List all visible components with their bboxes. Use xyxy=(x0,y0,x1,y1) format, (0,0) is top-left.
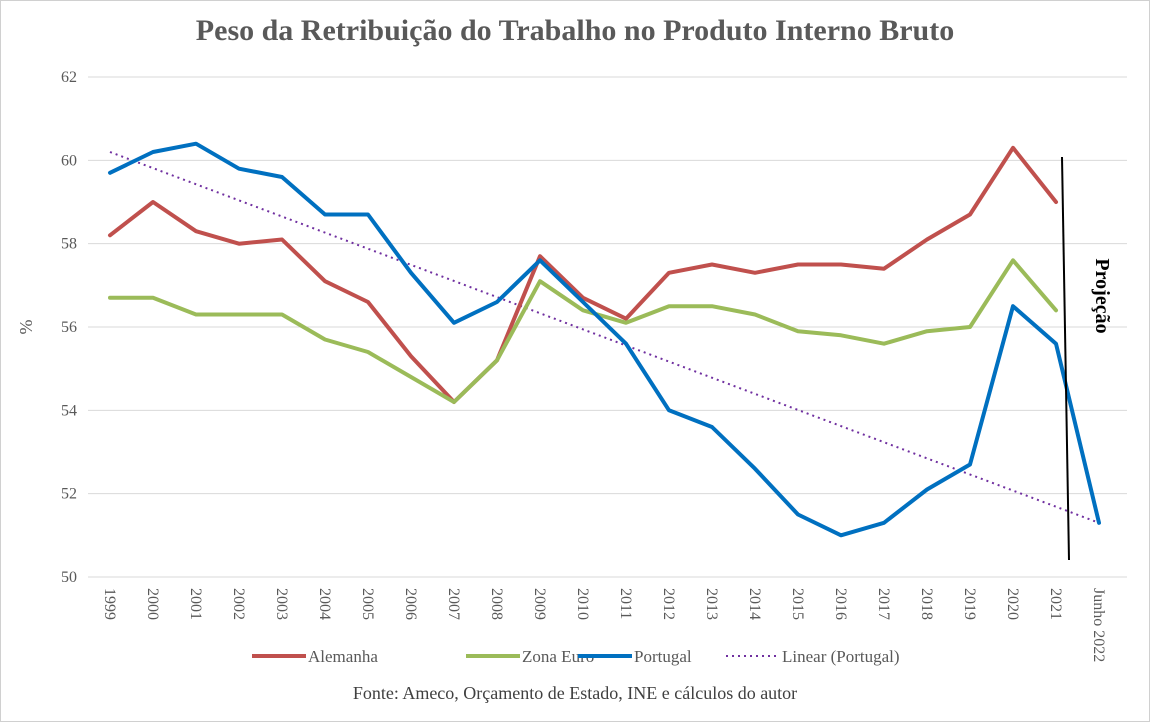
x-tick-label: 1999 xyxy=(101,588,118,620)
x-tick-label: 2020 xyxy=(1004,588,1021,620)
legend-label: Portugal xyxy=(634,647,692,666)
x-tick-label: 2006 xyxy=(402,588,419,620)
x-tick-label: 2013 xyxy=(703,588,720,620)
legend-label: Linear (Portugal) xyxy=(782,647,900,666)
trendline-portugal xyxy=(109,151,1100,524)
x-tick-label: 2005 xyxy=(359,588,376,620)
y-tick-label: 50 xyxy=(61,569,77,586)
x-tick-label: 2015 xyxy=(789,588,806,620)
x-tick-label: 2010 xyxy=(574,588,591,620)
x-tick-label: 2014 xyxy=(746,588,763,620)
series-line-alemanha xyxy=(108,145,1058,404)
x-tick-label: 2021 xyxy=(1047,588,1064,620)
legend-label: Alemanha xyxy=(308,647,378,666)
x-tick-label: 2007 xyxy=(445,588,462,620)
x-tick-label: 2001 xyxy=(187,588,204,620)
x-tick-label: 2008 xyxy=(488,588,505,620)
y-axis-label: % xyxy=(16,320,36,335)
x-tick-label: 2012 xyxy=(660,588,677,620)
y-tick-label: 60 xyxy=(61,152,77,169)
x-axis-ticks: 1999 2000 2001 2002 2003 2004 2005 2006 2007 2008… xyxy=(101,588,1107,662)
series-lines xyxy=(108,141,1101,538)
y-tick-label: 52 xyxy=(61,486,77,503)
series-line-zona-euro xyxy=(108,258,1058,404)
projection-marker: Projeção xyxy=(1061,156,1113,561)
y-tick-label: 54 xyxy=(61,402,77,419)
x-tick-label: 2017 xyxy=(875,588,892,620)
x-tick-label: 2011 xyxy=(617,588,634,619)
legend-label: Zona Euro xyxy=(522,647,594,666)
projection-divider-line xyxy=(1061,156,1070,561)
x-tick-label: 2004 xyxy=(316,588,333,620)
chart-title: Peso da Retribuição do Trabalho no Produ… xyxy=(195,14,955,47)
y-tick-label: 58 xyxy=(61,236,77,253)
x-tick-label: Junho 2022 xyxy=(1090,588,1107,662)
legend: Alemanha Zona Euro Portugal Linear (Portuga… xyxy=(252,647,900,666)
trendline xyxy=(109,151,1100,524)
x-tick-label: 2019 xyxy=(961,588,978,620)
x-tick-label: 2016 xyxy=(832,588,849,620)
x-tick-label: 2000 xyxy=(144,588,161,620)
y-tick-label: 62 xyxy=(61,69,77,86)
x-tick-label: 2018 xyxy=(918,588,935,620)
source-note: Fonte: Ameco, Orçamento de Estado, INE e… xyxy=(352,683,798,703)
x-tick-label: 2003 xyxy=(273,588,290,620)
y-axis-ticks: 50 52 54 56 58 60 62 xyxy=(61,69,77,586)
series-line-portugal xyxy=(108,141,1101,538)
x-tick-label: 2002 xyxy=(230,588,247,620)
projection-label: Projeção xyxy=(1091,258,1113,333)
x-tick-label: 2009 xyxy=(531,588,548,620)
y-tick-label: 56 xyxy=(61,319,77,336)
